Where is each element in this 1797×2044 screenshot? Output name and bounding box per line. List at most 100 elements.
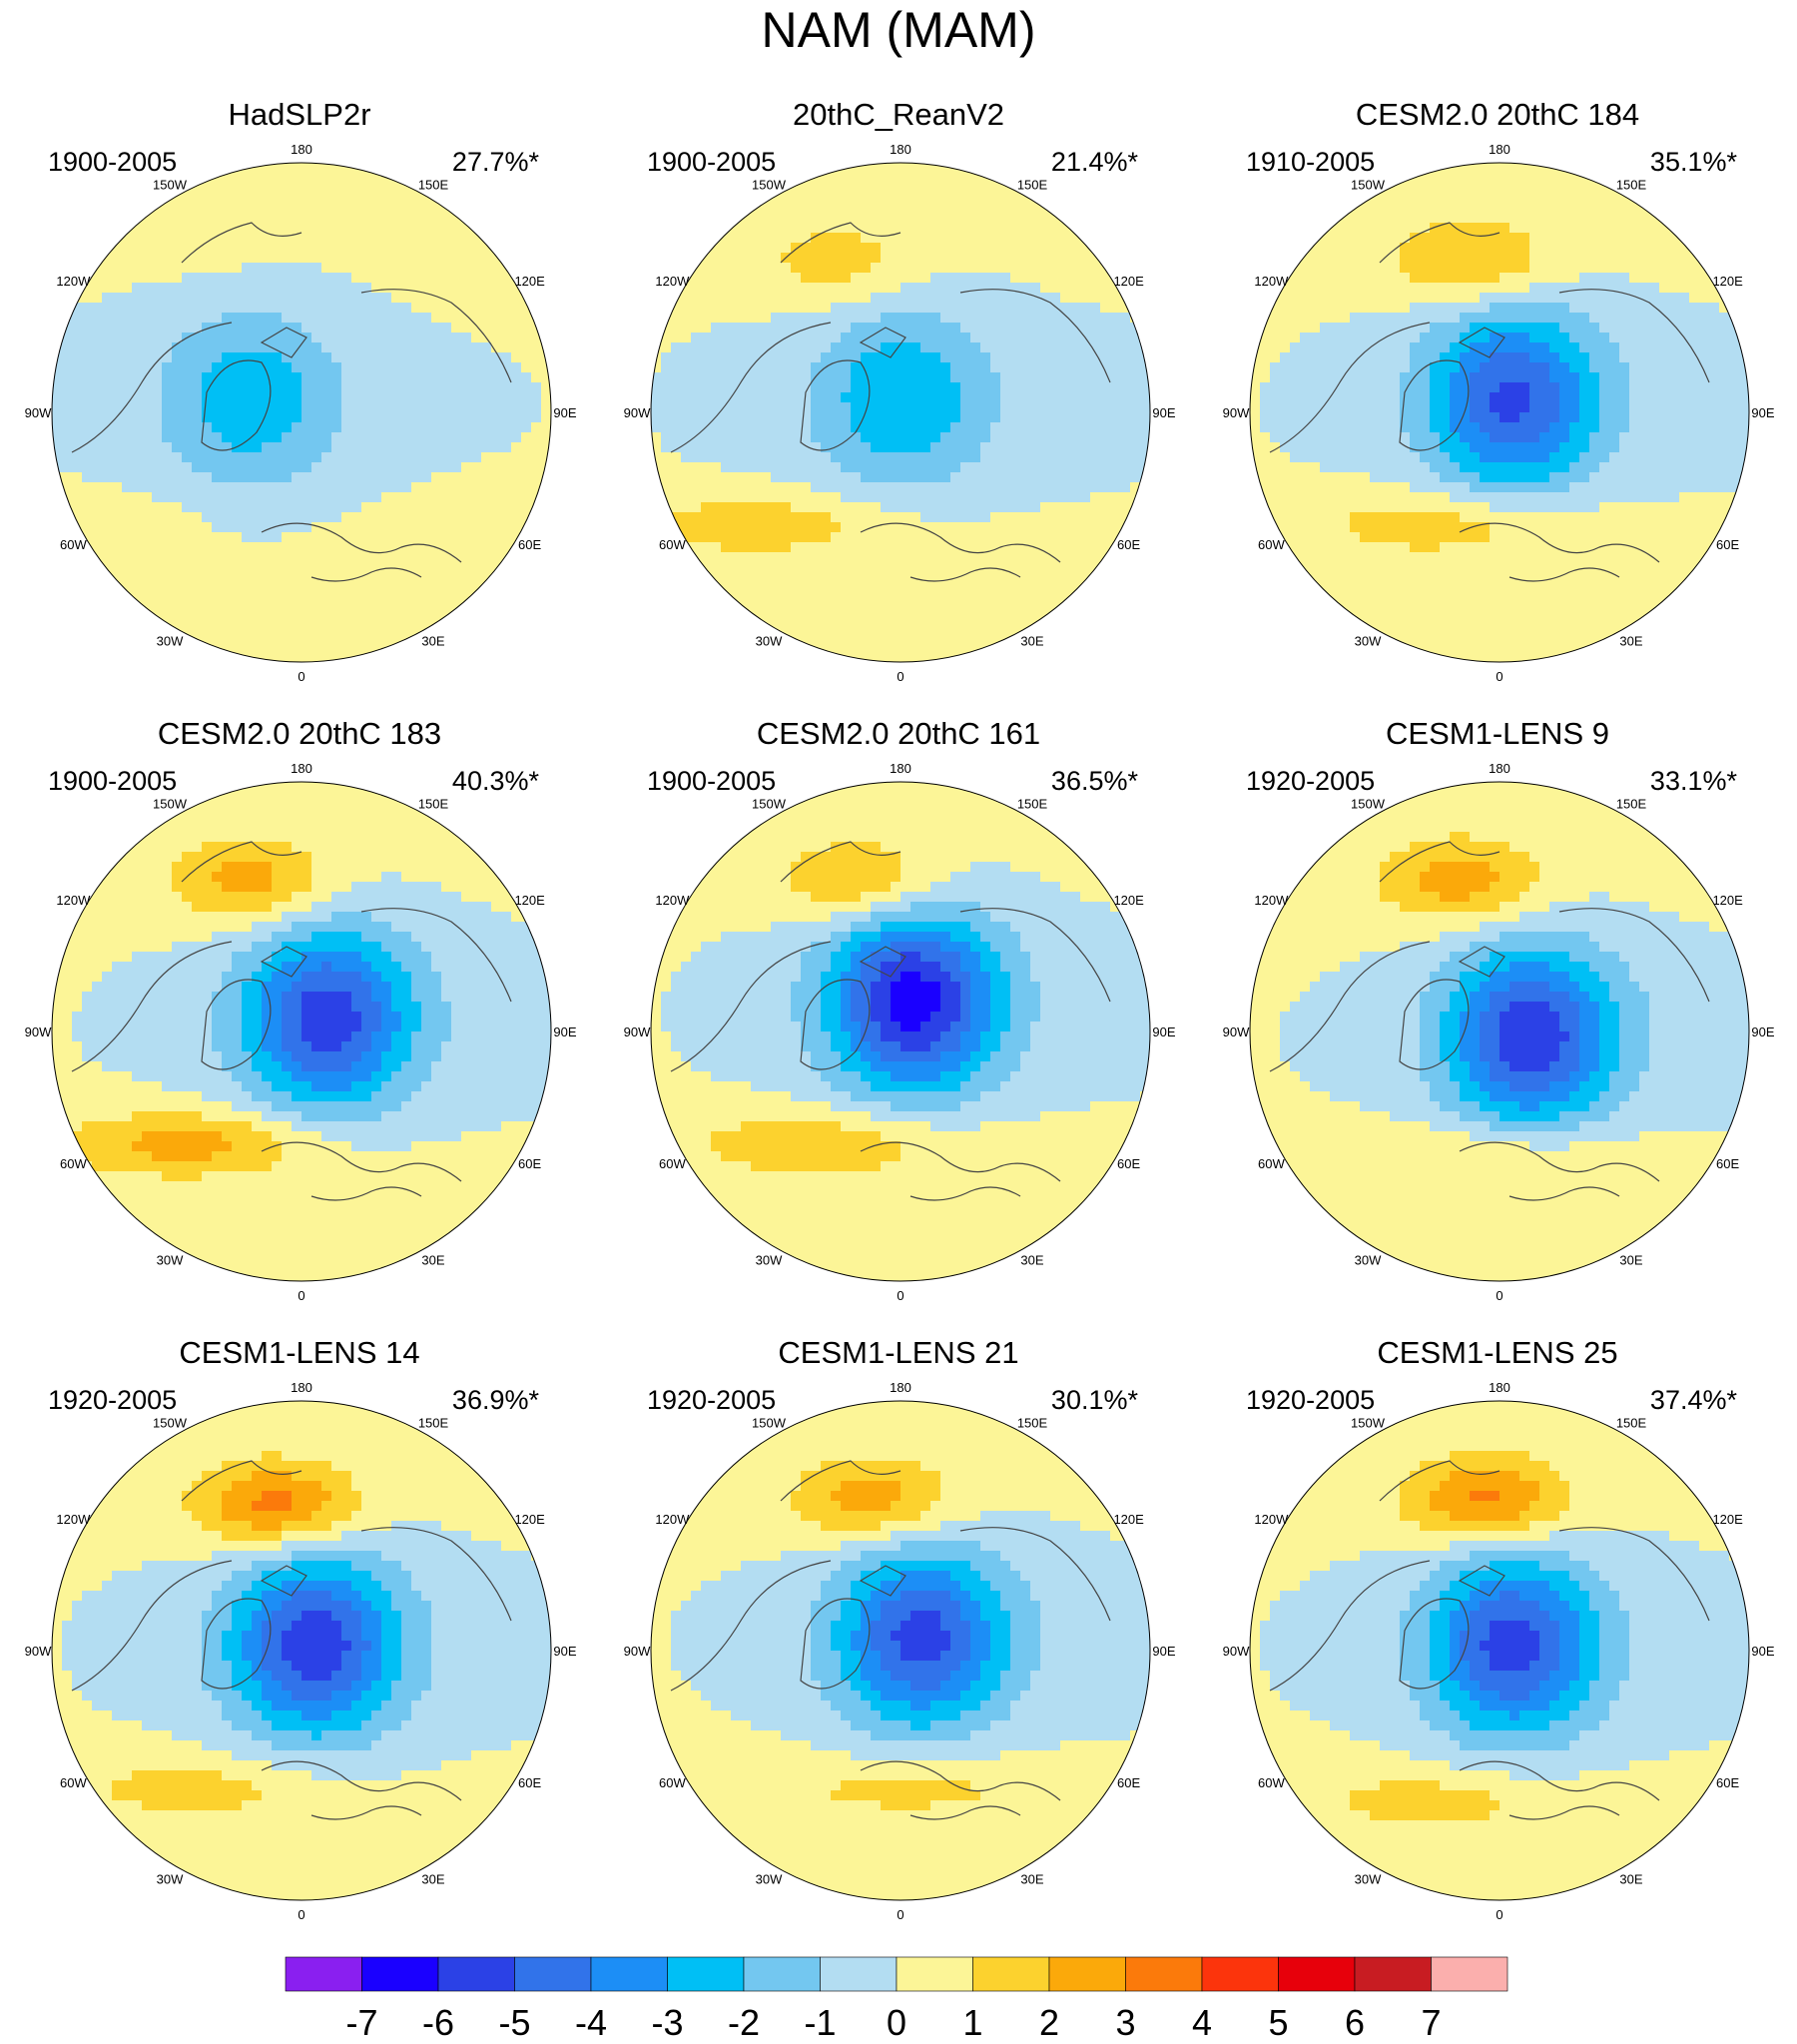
field-cell — [861, 293, 872, 304]
longitude-label: 120W — [56, 274, 91, 289]
field-cell — [1050, 243, 1061, 254]
field-cell — [1420, 333, 1431, 343]
field-cell — [821, 642, 832, 653]
field-cell — [1090, 562, 1101, 573]
field-cell — [411, 452, 422, 463]
field-cell — [851, 382, 862, 393]
field-cell — [411, 512, 422, 523]
field-cell — [381, 362, 392, 373]
field-cell — [811, 163, 822, 174]
field-cell — [92, 422, 103, 433]
field-cell — [741, 372, 752, 383]
field-cell — [831, 253, 842, 264]
field-cell — [831, 203, 842, 214]
field-cell — [401, 532, 412, 543]
field-cell — [661, 462, 672, 473]
field-cell — [920, 492, 931, 503]
field-cell — [891, 263, 901, 274]
field-cell — [182, 572, 193, 583]
field-cell — [851, 532, 862, 543]
field-cell — [361, 303, 372, 314]
field-cell — [1360, 223, 1371, 234]
field-cell — [960, 402, 971, 413]
field-cell — [1679, 263, 1690, 274]
field-cell — [871, 342, 882, 353]
field-cell — [801, 323, 812, 334]
field-cell — [112, 382, 123, 393]
field-cell — [401, 612, 412, 623]
field-cell — [1290, 273, 1301, 284]
field-cell — [761, 313, 772, 324]
field-cell — [272, 313, 283, 324]
field-cell — [1579, 213, 1590, 224]
field-cell — [1669, 293, 1680, 304]
field-cell — [1040, 582, 1051, 593]
field-cell — [831, 462, 842, 473]
field-cell — [202, 213, 213, 224]
field-cell — [421, 342, 432, 353]
field-cell — [1689, 303, 1700, 314]
field-cell — [980, 502, 991, 513]
field-cell — [401, 632, 412, 643]
field-cell — [242, 173, 253, 184]
field-cell — [791, 283, 802, 294]
field-cell — [232, 402, 243, 413]
field-cell — [691, 283, 702, 294]
field-cell — [811, 333, 822, 343]
field-cell — [980, 452, 991, 463]
field-cell — [421, 283, 432, 294]
field-cell — [741, 223, 752, 234]
field-cell — [262, 592, 273, 603]
field-cell — [152, 253, 163, 264]
field-cell — [711, 482, 722, 493]
field-cell — [920, 173, 931, 184]
field-cell — [940, 382, 951, 393]
field-cell — [381, 622, 392, 633]
field-cell — [1529, 283, 1540, 294]
field-cell — [112, 392, 123, 403]
field-cell — [212, 472, 223, 483]
field-cell — [491, 442, 502, 453]
field-cell — [461, 333, 472, 343]
field-cell — [1030, 303, 1041, 314]
field-cell — [82, 522, 93, 533]
field-cell — [1140, 462, 1150, 473]
field-cell — [861, 482, 872, 493]
field-cell — [361, 452, 372, 463]
field-cell — [1699, 313, 1710, 324]
field-cell — [990, 273, 1001, 284]
field-cell — [82, 362, 93, 373]
field-cell — [421, 303, 432, 314]
field-cell — [950, 652, 961, 662]
field-cell — [341, 163, 352, 174]
field-cell — [331, 472, 342, 483]
field-cell — [811, 392, 822, 403]
field-cell — [371, 382, 382, 393]
field-cell — [1509, 203, 1520, 214]
field-cell — [391, 572, 402, 583]
field-cell — [831, 243, 842, 254]
field-cell — [162, 482, 173, 493]
field-cell — [292, 362, 302, 373]
field-cell — [321, 652, 332, 662]
field-cell — [232, 412, 243, 423]
field-cell — [861, 532, 872, 543]
field-cell — [821, 442, 832, 453]
field-cell — [441, 492, 452, 503]
field-cell — [182, 342, 193, 353]
field-cell — [1000, 352, 1011, 363]
field-cell — [391, 622, 402, 633]
longitude-label: 150E — [1017, 177, 1048, 192]
field-cell — [1080, 452, 1091, 463]
field-cell — [1030, 223, 1041, 234]
field-cell — [871, 422, 882, 433]
field-cell — [152, 392, 163, 403]
field-cell — [391, 382, 402, 393]
field-cell — [172, 572, 183, 583]
field-cell — [311, 422, 322, 433]
field-cell — [1480, 283, 1491, 294]
field-cell — [541, 352, 551, 363]
field-cell — [282, 372, 293, 383]
field-cell — [1130, 392, 1141, 403]
field-cell — [851, 283, 862, 294]
